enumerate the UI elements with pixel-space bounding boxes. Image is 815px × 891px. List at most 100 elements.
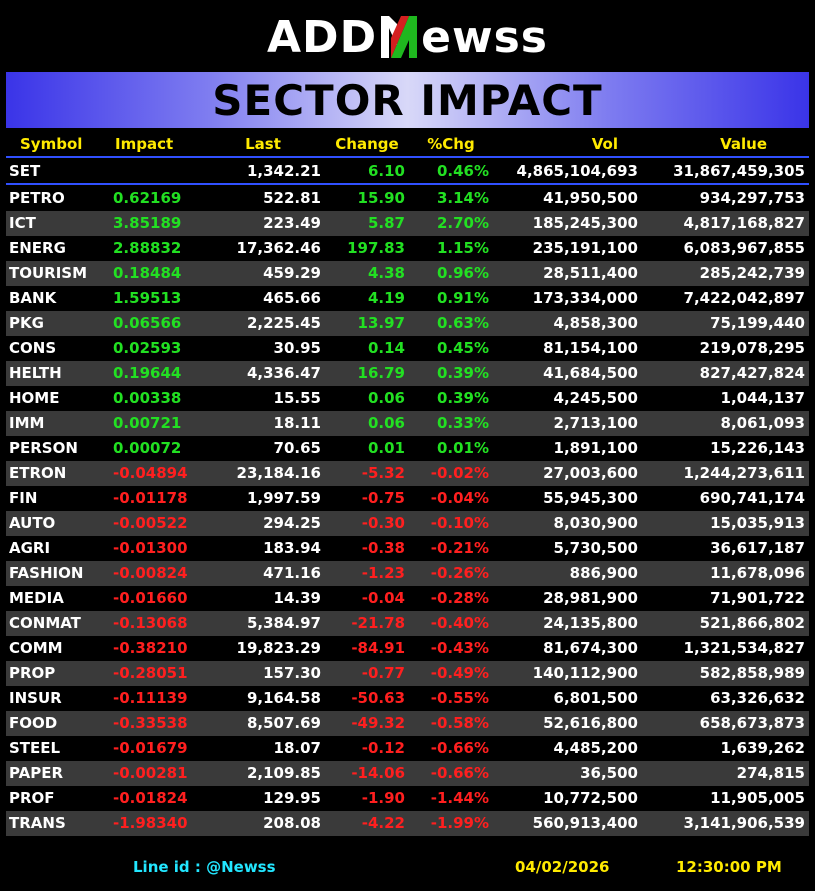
sector-volume: 173,334,000 xyxy=(532,289,638,307)
table-row: TOURISM 0.18484 459.29 4.38 0.96% 28,511,400 2… xyxy=(6,261,809,286)
sector-pct-change: 0.39% xyxy=(436,364,489,382)
sector-last: 17,362.46 xyxy=(236,239,321,257)
sector-volume: 55,945,300 xyxy=(543,489,638,507)
sector-last: 70.65 xyxy=(273,439,321,457)
sector-pct-change: -0.04% xyxy=(430,489,489,507)
table-row: ETRON -0.04894 23,184.16 -5.32 -0.02% 27,003,… xyxy=(6,461,809,486)
column-header-volume: Vol xyxy=(591,135,618,153)
sector-symbol: ICT xyxy=(9,214,36,232)
sector-volume: 36,500 xyxy=(580,764,638,782)
sector-pct-change: 0.45% xyxy=(436,339,489,357)
sector-impact: 1.59513 xyxy=(113,289,182,307)
sector-last: 30.95 xyxy=(273,339,321,357)
sector-symbol: PAPER xyxy=(9,764,64,782)
sector-pct-change: 0.01% xyxy=(436,439,489,457)
sector-change: 15.90 xyxy=(357,189,405,207)
sector-last: 459.29 xyxy=(263,264,321,282)
sector-change: 4.38 xyxy=(367,264,405,282)
sector-volume: 235,191,100 xyxy=(532,239,638,257)
sector-pct-change: -1.99% xyxy=(430,814,489,832)
sector-symbol: ETRON xyxy=(9,464,67,482)
sector-change: 16.79 xyxy=(357,364,405,382)
sector-symbol: IMM xyxy=(9,414,45,432)
index-value: 31,867,459,305 xyxy=(673,162,805,180)
sector-impact: -0.13068 xyxy=(113,614,188,632)
sector-symbol: ENERG xyxy=(9,239,66,257)
sector-table: PETRO 0.62169 522.81 15.90 3.14% 41,950,500 93… xyxy=(6,186,809,836)
table-row: PETRO 0.62169 522.81 15.90 3.14% 41,950,500 93… xyxy=(6,186,809,211)
sector-symbol: PROP xyxy=(9,664,56,682)
sector-value: 11,905,005 xyxy=(710,789,805,807)
divider xyxy=(6,183,809,185)
sector-value: 521,866,802 xyxy=(699,614,805,632)
index-impact xyxy=(109,159,201,184)
sector-last: 9,164.58 xyxy=(246,689,321,707)
index-change: 6.10 xyxy=(367,162,405,180)
index-symbol: SET xyxy=(9,162,41,180)
column-header-last: Last xyxy=(245,135,281,153)
sector-last: 157.30 xyxy=(263,664,321,682)
sector-value: 1,321,534,827 xyxy=(683,639,805,657)
brand-logo: ADD ewss xyxy=(0,8,815,66)
sector-volume: 185,245,300 xyxy=(532,214,638,232)
sector-change: -5.32 xyxy=(361,464,405,482)
table-row: FOOD -0.33538 8,507.69 -49.32 -0.58% 52,616,8… xyxy=(6,711,809,736)
table-row: PERSON 0.00072 70.65 0.01 0.01% 1,891,100 15,2… xyxy=(6,436,809,461)
sector-last: 208.08 xyxy=(263,814,321,832)
sector-pct-change: 0.33% xyxy=(436,414,489,432)
sector-volume: 5,730,500 xyxy=(553,539,638,557)
sector-pct-change: -0.21% xyxy=(430,539,489,557)
table-row: PAPER -0.00281 2,109.85 -14.06 -0.66% 36,500 2… xyxy=(6,761,809,786)
sector-last: 14.39 xyxy=(273,589,321,607)
sector-change: 0.14 xyxy=(367,339,405,357)
sector-impact: -0.33538 xyxy=(113,714,188,732)
sector-change: 4.19 xyxy=(367,289,405,307)
index-table: SET 1,342.21 6.10 0.46% 4,865,104,693 31… xyxy=(6,159,809,184)
sector-impact: -0.00522 xyxy=(113,514,188,532)
sector-impact: -0.01300 xyxy=(113,539,188,557)
sector-volume: 560,913,400 xyxy=(532,814,638,832)
sector-value: 36,617,187 xyxy=(710,539,805,557)
sector-value: 582,858,989 xyxy=(699,664,805,682)
sector-pct-change: -0.66% xyxy=(430,739,489,757)
sector-impact: -1.98340 xyxy=(113,814,188,832)
sector-value: 658,673,873 xyxy=(699,714,805,732)
sector-volume: 886,900 xyxy=(569,564,638,582)
sector-change: -1.90 xyxy=(361,789,405,807)
sector-symbol: BANK xyxy=(9,289,57,307)
table-row: PROF -0.01824 129.95 -1.90 -1.44% 10,772,500 1… xyxy=(6,786,809,811)
sector-volume: 52,616,800 xyxy=(543,714,638,732)
sector-last: 294.25 xyxy=(263,514,321,532)
sector-volume: 4,858,300 xyxy=(553,314,638,332)
table-row: FASHION -0.00824 471.16 -1.23 -0.26% 886,900 1… xyxy=(6,561,809,586)
sector-value: 7,422,042,897 xyxy=(683,289,805,307)
table-row: ICT 3.85189 223.49 5.87 2.70% 185,245,300 4,81… xyxy=(6,211,809,236)
sector-last: 2,225.45 xyxy=(246,314,321,332)
sector-pct-change: 0.91% xyxy=(436,289,489,307)
sector-volume: 28,981,900 xyxy=(543,589,638,607)
sector-last: 19,823.29 xyxy=(236,639,321,657)
sector-pct-change: -0.28% xyxy=(430,589,489,607)
logo-suffix: ewss xyxy=(421,11,548,63)
sector-symbol: INSUR xyxy=(9,689,62,707)
date: 04/02/2026 xyxy=(515,858,610,876)
sector-value: 4,817,168,827 xyxy=(683,214,805,232)
table-row: HOME 0.00338 15.55 0.06 0.39% 4,245,500 1,044,… xyxy=(6,386,809,411)
table-row: INSUR -0.11139 9,164.58 -50.63 -0.55% 6,801,5… xyxy=(6,686,809,711)
sector-volume: 81,674,300 xyxy=(543,639,638,657)
sector-impact: -0.04894 xyxy=(113,464,188,482)
sector-pct-change: -0.58% xyxy=(430,714,489,732)
sector-pct-change: 2.70% xyxy=(436,214,489,232)
sector-last: 522.81 xyxy=(263,189,321,207)
sector-change: 5.87 xyxy=(367,214,405,232)
sector-impact: -0.01824 xyxy=(113,789,188,807)
sector-volume: 6,801,500 xyxy=(553,689,638,707)
table-row: FIN -0.01178 1,997.59 -0.75 -0.04% 55,945,300… xyxy=(6,486,809,511)
index-pct-change: 0.46% xyxy=(436,162,489,180)
sector-impact: 0.06566 xyxy=(113,314,182,332)
sector-volume: 41,684,500 xyxy=(543,364,638,382)
table-row: CONMAT -0.13068 5,384.97 -21.78 -0.40% 24,135… xyxy=(6,611,809,636)
sector-impact: 0.02593 xyxy=(113,339,182,357)
table-row: CONS 0.02593 30.95 0.14 0.45% 81,154,100 219,0… xyxy=(6,336,809,361)
sector-pct-change: -0.02% xyxy=(430,464,489,482)
